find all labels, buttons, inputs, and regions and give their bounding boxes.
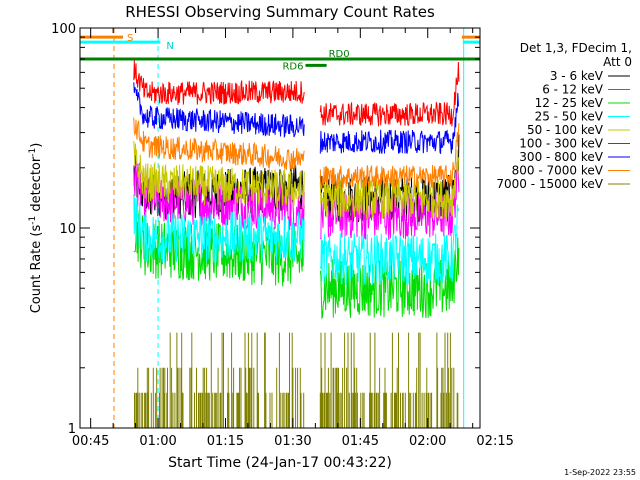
marker-n-label: N (166, 41, 173, 52)
legend-label-6: 300 - 800 keV (519, 150, 603, 164)
legend-label-1: 6 - 12 keV (542, 83, 604, 97)
x-tick-label-1: 01:00 (139, 434, 176, 449)
x-tick-label-3: 01:30 (274, 434, 311, 449)
marker-rd6-label: RD6 (282, 61, 303, 72)
y-axis-label-end: ) (29, 143, 44, 148)
y-axis-label-mid: detector (29, 156, 44, 216)
series-line-5 (133, 60, 460, 127)
series-line-8 (134, 332, 459, 428)
x-tick-label-0: 00:45 (72, 434, 109, 449)
y-axis-label-exp1: -1 (28, 216, 38, 225)
marker-rd0-label: RD0 (329, 49, 350, 60)
y-axis-label: Count Rate (s-1 detector-1) (28, 143, 44, 314)
series-line-4 (133, 140, 460, 219)
y-tick-label-0: 1 (68, 422, 76, 437)
footer-timestamp: 1-Sep-2022 23:55 (564, 468, 636, 477)
legend-label-4: 50 - 100 keV (527, 123, 604, 137)
series-line-3 (133, 194, 460, 286)
legend-label-3: 25 - 50 keV (535, 110, 604, 124)
legend-label-0: 3 - 6 keV (550, 69, 604, 83)
x-tick-label-2: 01:15 (207, 434, 244, 449)
y-tick-label-1: 10 (59, 222, 76, 237)
plot-layer: S N RD0 RD6 (80, 28, 480, 428)
series-line-6 (133, 82, 460, 155)
marker-s-label: S (127, 33, 133, 44)
legend-header-line-1: Det 1,3, FDecim 1, (520, 41, 632, 55)
legend-label-8: 7000 - 15000 keV (496, 177, 603, 191)
x-tick-label-6: 02:15 (476, 434, 513, 449)
series-line-7 (133, 117, 460, 191)
x-tick-label-5: 02:00 (409, 434, 446, 449)
y-axis-label-exp2: -1 (28, 148, 38, 157)
chart-title: RHESSI Observing Summary Count Rates (125, 3, 435, 21)
legend-label-2: 12 - 25 keV (535, 96, 604, 110)
x-tick-label-4: 01:45 (342, 434, 379, 449)
plot-clipped-group (113, 28, 465, 428)
legend-label-5: 100 - 300 keV (519, 137, 603, 151)
y-axis-label-main: Count Rate (s (29, 225, 44, 314)
y-tick-label-2: 100 (51, 22, 76, 37)
x-axis-label: Start Time (24-Jan-17 00:43:22) (168, 455, 392, 471)
legend-header-line-2: Att 0 (603, 55, 632, 69)
axis-layer: 1 10 100 00:45 01:00 01:15 01:30 01:45 02:00 02:1… (51, 22, 514, 449)
legend-label-7: 800 - 7000 keV (512, 164, 604, 178)
